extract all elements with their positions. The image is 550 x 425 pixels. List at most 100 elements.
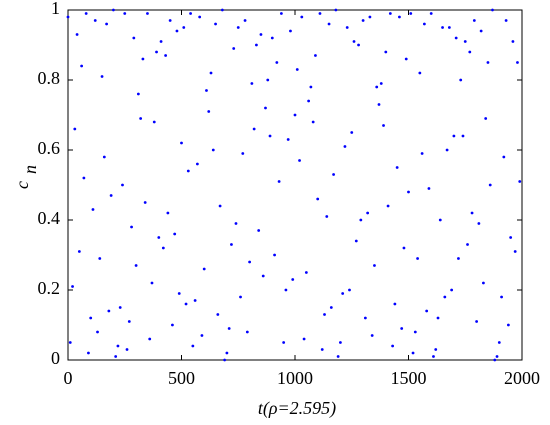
point [379, 82, 383, 85]
point [452, 134, 456, 138]
point [413, 330, 417, 334]
point [472, 19, 476, 22]
y-axis-label-main: c [12, 181, 32, 189]
point [107, 309, 111, 313]
point [411, 351, 415, 355]
point [230, 243, 233, 246]
point [252, 127, 256, 131]
point [484, 117, 488, 120]
point [427, 187, 431, 190]
point [293, 113, 297, 117]
point [102, 155, 106, 159]
point [77, 250, 81, 253]
plot-frame [67, 9, 523, 361]
point [148, 337, 152, 341]
point [370, 334, 374, 337]
point [432, 355, 435, 358]
point [189, 12, 192, 15]
point [214, 22, 217, 26]
point [264, 106, 267, 110]
point [166, 211, 170, 215]
point [486, 61, 490, 64]
point [377, 103, 381, 106]
point [500, 295, 503, 299]
point [341, 292, 345, 295]
point [466, 243, 469, 246]
point [127, 320, 131, 323]
x-tick-label: 2000 [504, 368, 540, 388]
point [295, 68, 299, 71]
point [180, 141, 183, 145]
point [277, 180, 281, 183]
point [275, 61, 279, 64]
point [71, 285, 74, 288]
point [343, 145, 347, 148]
point [434, 348, 438, 351]
point [422, 22, 426, 26]
point [300, 15, 304, 19]
point [400, 327, 404, 330]
point [354, 239, 358, 243]
point [332, 173, 335, 176]
point [245, 330, 249, 334]
point [152, 120, 156, 124]
point [82, 176, 86, 180]
point [216, 313, 220, 316]
point [223, 358, 227, 362]
point [234, 222, 238, 225]
point [429, 12, 433, 15]
point [409, 12, 413, 15]
y-tick-label: 0.4 [38, 208, 61, 228]
point [93, 19, 97, 22]
point [243, 19, 247, 22]
point [325, 215, 329, 218]
point [220, 8, 224, 12]
point [270, 36, 274, 40]
point [198, 15, 202, 19]
point [504, 19, 508, 22]
point [205, 89, 208, 92]
point [125, 348, 129, 351]
point [105, 22, 108, 26]
point [186, 169, 190, 173]
point [304, 271, 308, 274]
point [232, 47, 236, 50]
point [516, 61, 519, 64]
x-axis-label: t(ρ=2.595) [258, 398, 336, 419]
point [250, 82, 254, 85]
point [150, 281, 154, 285]
point [334, 8, 338, 12]
point [345, 26, 349, 29]
point [395, 166, 399, 169]
point [488, 183, 492, 187]
point [454, 36, 458, 40]
point [112, 8, 115, 12]
point [436, 316, 440, 320]
point [475, 320, 478, 323]
point [218, 204, 222, 208]
point [289, 29, 292, 33]
point [248, 260, 252, 264]
point [143, 201, 147, 204]
point [227, 327, 231, 330]
point [284, 288, 288, 292]
point [200, 334, 204, 337]
point [266, 78, 270, 82]
point [75, 33, 79, 36]
point [159, 40, 163, 43]
point [407, 190, 410, 194]
point [509, 236, 513, 239]
point [329, 306, 333, 309]
point [309, 85, 313, 89]
y-tick-label: 0 [51, 348, 60, 368]
point [320, 348, 324, 351]
point [116, 344, 120, 348]
x-tick-label: 0 [64, 368, 73, 388]
point [164, 54, 168, 57]
point [157, 236, 161, 239]
point [443, 295, 447, 299]
point [66, 15, 70, 19]
point [134, 264, 138, 267]
point [193, 299, 197, 302]
point [511, 40, 515, 43]
